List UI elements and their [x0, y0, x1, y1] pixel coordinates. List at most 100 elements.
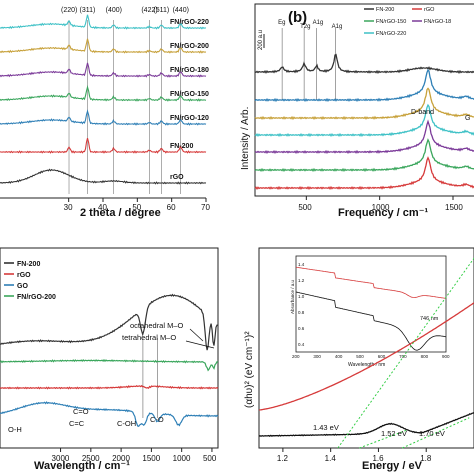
ftir-x-tick-label-3: 1500	[142, 454, 160, 463]
raman-legend-label-4: FN/rGO-220	[376, 31, 406, 37]
raman-d-band-label: D-band	[411, 109, 434, 116]
raman-series-2	[254, 138, 474, 173]
xrd-peak-label-4: (511)	[153, 7, 169, 14]
ftir-octahedral-label: octahedral M–O	[130, 321, 184, 330]
raman-series-4	[254, 103, 474, 138]
xrd-series-6	[0, 168, 207, 185]
ftir-chart: FN-200 rGO GO FN/rGO-200 octahedral M–O tet…	[0, 247, 219, 472]
xrd-peak-label-2: (400)	[106, 7, 122, 14]
raman-legend-label-0: FN-200	[376, 7, 394, 13]
ftir-cc-label: C=C	[69, 419, 85, 428]
raman-series-3	[254, 119, 474, 155]
tauc-x-tick-label-1: 1.4	[325, 454, 337, 463]
tauc-gap-label-3: 1.70 eV	[419, 429, 445, 438]
ftir-coh-label: C-OH	[117, 419, 136, 428]
tauc-inset-x-tick-1: 300	[313, 354, 321, 359]
tauc-tangent-2	[402, 417, 470, 449]
xrd-peak-label-5: (440)	[173, 7, 189, 14]
tauc-inset-series-1	[295, 291, 447, 351]
ftir-x-tick-label-5: 500	[203, 454, 217, 463]
xrd-x-tick-label-1: 40	[98, 203, 107, 212]
tauc-inset-x-tick-7: 900	[442, 354, 450, 359]
xrd-series-4	[0, 109, 207, 126]
tauc-x-axis-label: Energy / eV	[362, 460, 423, 472]
ftir-x-tick-label-1: 2500	[82, 454, 100, 463]
xrd-series-2	[0, 62, 207, 78]
tauc-inset-y-tick-3: 0.8	[298, 310, 305, 315]
ftir-legend-label-0: FN-200	[17, 261, 40, 268]
xrd-peak-label-1: (311)	[80, 7, 96, 14]
raman-chart: (b) 200 a.u Intensity / Arb. EgT2gA1gA1g…	[240, 3, 474, 219]
ftir-series-3	[0, 358, 219, 372]
raman-panel: (b) 200 a.u Intensity / Arb. Eg T2g A1g A1g…	[236, 0, 474, 224]
xrd-series-0	[0, 14, 207, 30]
ftir-octahedral-arrow	[189, 328, 204, 342]
tauc-inset-x-tick-6: 800	[421, 354, 429, 359]
raman-legend-label-2: FN/rGO-150	[376, 19, 406, 25]
tauc-gap-label-1: 1.43 eV	[313, 423, 339, 432]
raman-series-6	[254, 68, 474, 103]
xrd-series-label-2: FN/rGO-180	[170, 67, 209, 74]
ftir-x-tick-label-0: 3000	[52, 454, 70, 463]
xrd-x-axis-label: 2 theta / degree	[80, 207, 161, 219]
tauc-inset-frame	[295, 255, 447, 353]
tauc-inset-y-tick-0: 1.4	[298, 262, 305, 267]
ftir-series-2	[0, 401, 219, 427]
tauc-inset-y-tick-4: 0.6	[298, 326, 305, 331]
xrd-chart: (220) (311) (400) (422)(511) (440) FN/rGO-22…	[0, 7, 210, 219]
tauc-inset-x-tick-2: 400	[335, 354, 343, 359]
xrd-series-1	[0, 38, 207, 54]
xrd-panel: (220) (311) (400) (422) (511) (440) FN/rGO-22…	[0, 0, 228, 224]
xrd-series-label-6: rGO	[170, 174, 184, 181]
raman-mode-label-1: T2g	[300, 24, 310, 30]
tauc-panel: (αhυ)² (eV cm⁻¹)² 2003004005006007008009…	[236, 238, 474, 474]
raman-legend-label-3: FN/rGO-18	[424, 19, 451, 25]
tauc-x-tick-label-2: 1.6	[372, 454, 384, 463]
ftir-tetrahedral-label: tetrahedral M–O	[122, 333, 176, 342]
tauc-series-1	[258, 412, 474, 437]
tauc-inset-x-tick-4: 600	[378, 354, 386, 359]
raman-x-axis-label: Frequency / cm⁻¹	[338, 207, 429, 219]
ftir-co-label: C-O	[150, 415, 164, 424]
tauc-gap-label-2: 1.52 eV	[381, 429, 407, 438]
raman-mode-label-0: Eg	[278, 20, 285, 26]
raman-series-0	[254, 53, 474, 75]
xrd-series-label-4: FN/rGO-120	[170, 115, 209, 122]
tauc-chart: (αhυ)² (eV cm⁻¹)² 2003004005006007008009…	[244, 247, 474, 472]
tauc-inset-y-tick-2: 1.0	[298, 294, 305, 299]
xrd-x-tick-label-2: 50	[132, 203, 141, 212]
raman-y-axis-label: Intensity / Arb.	[240, 107, 251, 170]
raman-x-tick-label-2: 1500	[445, 203, 463, 212]
raman-x-tick-label-0: 500	[298, 203, 312, 212]
tauc-tangent-0	[337, 257, 474, 449]
tauc-inset-y-tick-5: 0.4	[298, 342, 305, 347]
tauc-inset-y-label: Absorbance / a.u	[290, 279, 295, 314]
ftir-co-double-label: C=O	[73, 407, 89, 416]
ftir-tetrahedral-arrow	[185, 340, 215, 349]
xrd-x-tick-label-4: 70	[201, 203, 210, 212]
ftir-legend-label-3: FN/rGO-200	[17, 294, 56, 301]
tauc-inset-series-0	[295, 266, 447, 299]
ftir-legend-label-1: rGO	[17, 272, 31, 279]
xrd-x-tick-label-0: 30	[64, 203, 73, 212]
ftir-frame	[0, 247, 219, 449]
raman-mode-label-2: A1g	[313, 20, 324, 26]
ftir-oh-label: O-H	[8, 425, 22, 434]
tauc-inset-x-tick-0: 200	[292, 354, 300, 359]
tauc-tangent-1	[359, 429, 408, 449]
tauc-x-tick-label-0: 1.2	[277, 454, 289, 463]
raman-mode-label-3: A1g	[332, 24, 343, 30]
xrd-series-label-3: FN/rGO-150	[170, 91, 209, 98]
tauc-x-tick-label-3: 1.8	[420, 454, 432, 463]
raman-legend-label-1: rGO	[424, 7, 435, 13]
tauc-inset-x-label: Wavelength / nm	[348, 362, 385, 368]
tauc-inset-annotation: 746 nm	[420, 316, 439, 322]
ftir-x-axis-label: Wavelength / cm⁻¹	[34, 460, 130, 472]
xrd-series-label-0: FN/rGO-220	[170, 19, 209, 26]
tauc-series-0	[258, 302, 474, 411]
ftir-legend-label-2: GO	[17, 283, 28, 290]
raman-scale-label: 200 a.u	[258, 30, 264, 50]
tauc-inset-x-tick-3: 500	[356, 354, 364, 359]
xrd-series-5	[0, 137, 207, 154]
raman-series-5	[254, 87, 474, 121]
